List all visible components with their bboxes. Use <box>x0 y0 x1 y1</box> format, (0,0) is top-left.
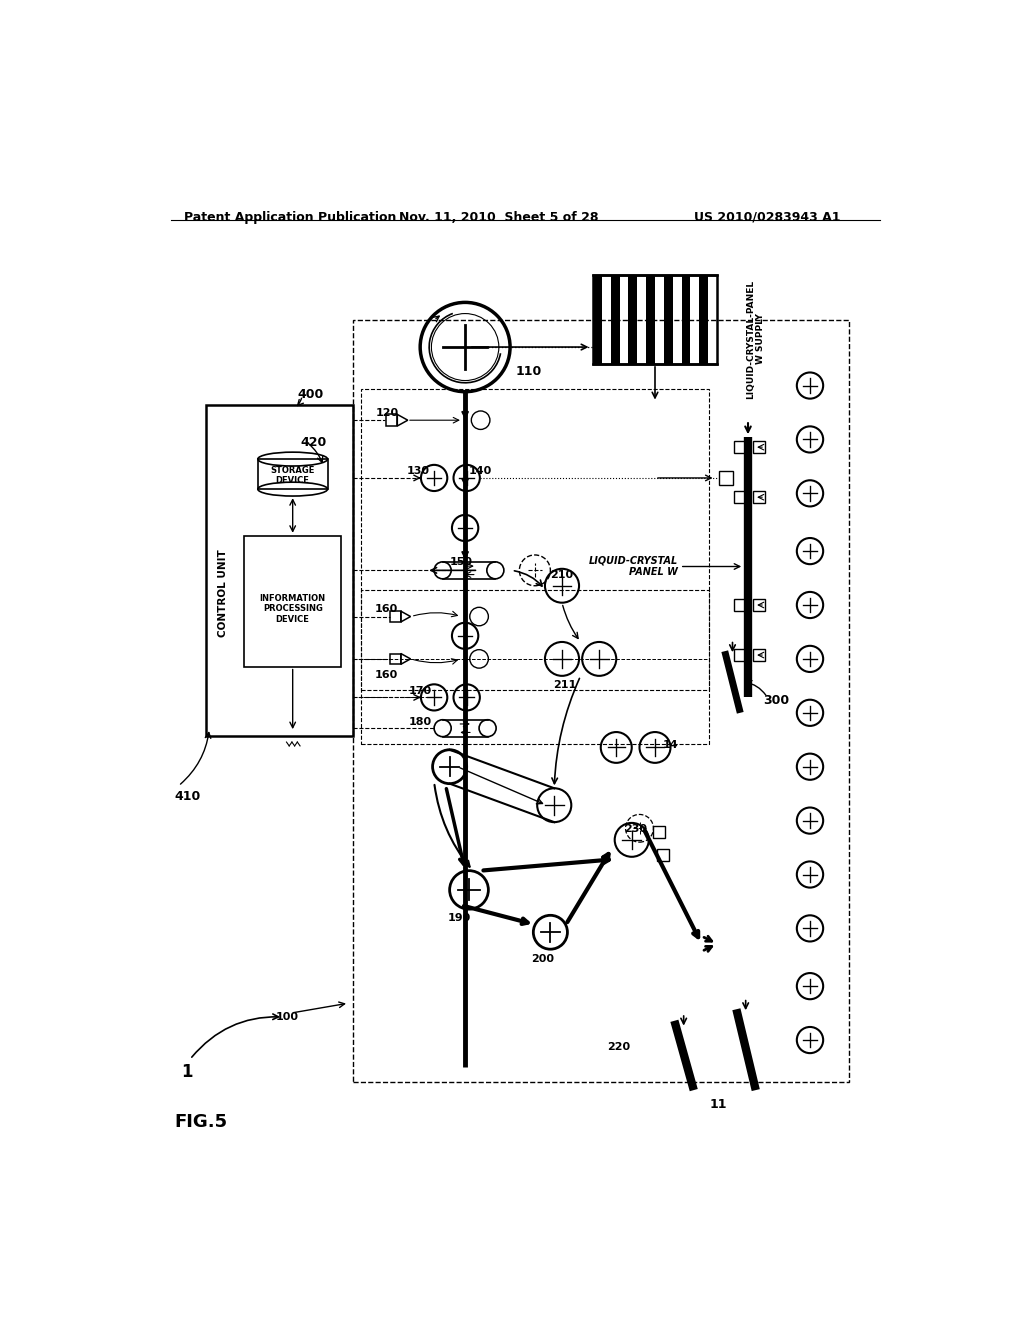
Text: 100: 100 <box>275 1011 298 1022</box>
Bar <box>629 276 637 364</box>
Text: 120: 120 <box>376 408 399 418</box>
Bar <box>593 276 602 364</box>
Text: 420: 420 <box>300 436 327 449</box>
Text: 130: 130 <box>407 466 430 477</box>
Bar <box>652 826 665 838</box>
Text: 410: 410 <box>174 789 201 803</box>
Text: STORAGE
DEVICE: STORAGE DEVICE <box>270 466 314 486</box>
Bar <box>593 276 717 364</box>
Text: 150: 150 <box>450 557 473 568</box>
Text: 210: 210 <box>550 570 573 581</box>
Bar <box>360 590 710 743</box>
Bar <box>699 276 709 364</box>
Text: 160: 160 <box>375 671 397 680</box>
Bar <box>753 599 765 611</box>
Bar <box>646 276 655 364</box>
Bar <box>664 276 673 364</box>
Bar <box>753 441 765 453</box>
Text: 11: 11 <box>710 1098 727 1111</box>
Text: FIG.5: FIG.5 <box>174 1113 227 1131</box>
Bar <box>753 491 765 503</box>
Text: Nov. 11, 2010  Sheet 5 of 28: Nov. 11, 2010 Sheet 5 of 28 <box>399 211 599 224</box>
Bar <box>360 389 710 689</box>
Text: 110: 110 <box>515 364 542 378</box>
Bar <box>719 471 733 484</box>
Text: 160: 160 <box>375 605 397 614</box>
Bar <box>734 649 746 661</box>
Bar <box>734 441 746 453</box>
Bar <box>734 491 746 503</box>
Text: 230: 230 <box>624 824 647 834</box>
Text: 170: 170 <box>409 686 432 696</box>
Text: US 2010/0283943 A1: US 2010/0283943 A1 <box>693 211 841 224</box>
Text: 400: 400 <box>297 388 324 401</box>
Text: 1: 1 <box>180 1063 193 1081</box>
Text: LIQUID-CRYSTAL
PANEL W: LIQUID-CRYSTAL PANEL W <box>589 556 678 577</box>
Text: 190: 190 <box>447 913 471 923</box>
Text: 211: 211 <box>553 681 575 690</box>
Bar <box>610 276 620 364</box>
Bar <box>386 414 397 426</box>
Bar <box>656 849 669 862</box>
Bar <box>390 653 400 664</box>
Text: CONTROL UNIT: CONTROL UNIT <box>217 549 227 638</box>
Bar <box>753 649 765 661</box>
Bar <box>734 599 746 611</box>
Bar <box>352 321 849 1082</box>
Bar <box>206 405 352 737</box>
Text: 180: 180 <box>409 718 432 727</box>
Bar <box>390 611 400 622</box>
Text: Patent Application Publication: Patent Application Publication <box>183 211 396 224</box>
Text: 14: 14 <box>663 739 678 750</box>
Text: 300: 300 <box>764 693 790 706</box>
Text: 200: 200 <box>531 954 554 964</box>
Bar <box>258 459 328 490</box>
Text: 220: 220 <box>607 1043 630 1052</box>
Bar <box>245 536 341 667</box>
Text: LIQUID-CRYSTAL-PANEL
W SUPPLY: LIQUID-CRYSTAL-PANEL W SUPPLY <box>746 280 766 399</box>
Text: 140: 140 <box>469 466 493 477</box>
Bar <box>682 276 690 364</box>
Text: INFORMATION
PROCESSING
DEVICE: INFORMATION PROCESSING DEVICE <box>260 594 326 624</box>
